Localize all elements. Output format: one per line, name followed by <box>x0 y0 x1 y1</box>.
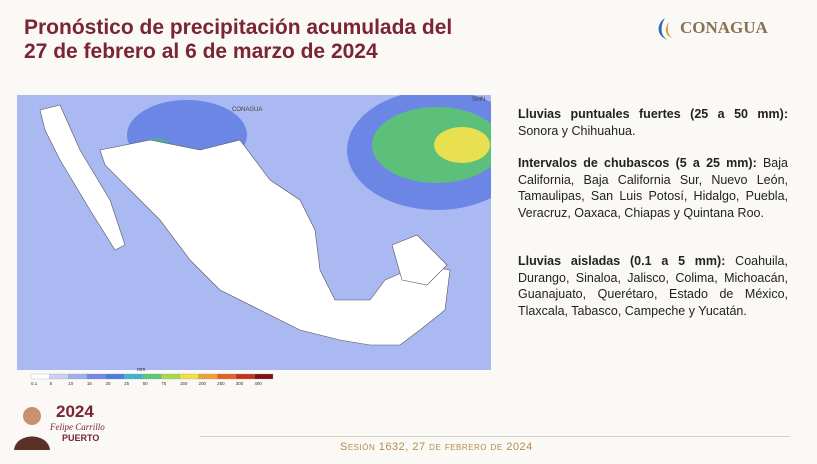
forecast-heading: Lluvias aisladas (0.1 a 5 mm): <box>518 254 726 268</box>
legend: mm 0.1 5 10 15 20 25 50 75 150 200 250 300 400 <box>30 367 274 385</box>
legend-swatch <box>49 373 69 380</box>
legend-swatch <box>86 373 106 380</box>
rain-area <box>434 127 490 163</box>
portrait <box>14 407 50 450</box>
emblem: 2024 Felipe Carrillo PUERTO <box>14 398 118 458</box>
forecast-text: Baja California, Baja California Sur, Nu… <box>518 156 788 220</box>
legend-swatch <box>30 373 50 380</box>
forecast-item: Lluvias puntuales fuertes (25 a 50 mm): … <box>518 106 788 139</box>
legend-swatch <box>254 373 274 380</box>
title-line: 27 de febrero al 6 de marzo de 2024 <box>24 40 378 63</box>
legend-label: 5 <box>50 381 53 385</box>
logo: CONAGUA <box>656 18 768 40</box>
logo-text: CONAGUA <box>680 18 768 37</box>
legend-label: 400 <box>254 381 262 385</box>
legend-swatch <box>142 373 162 380</box>
forecast-text: Coahuila, Durango, Sinaloa, Jalisco, Col… <box>518 254 788 318</box>
legend-label: 0.1 <box>31 381 38 385</box>
map-logo: SMN <box>472 97 485 103</box>
emblem-year: 2024 <box>56 402 94 421</box>
legend-label: 150 <box>180 381 188 385</box>
rain-area <box>372 107 491 183</box>
legend-swatch <box>105 373 125 380</box>
map-logo: CONAGUA <box>232 107 262 113</box>
legend-label: 50 <box>143 381 149 385</box>
legend-label: 25 <box>124 381 130 385</box>
legend-label: 15 <box>87 381 93 385</box>
legend-swatch <box>179 373 199 380</box>
legend-swatch <box>235 373 255 380</box>
forecast-text: Sonora y Chihuahua. <box>518 123 636 138</box>
forecast-item: Intervalos de chubascos (5 a 25 mm): Baj… <box>518 155 788 221</box>
session: Sesión 1632, 27 de febrero de 2024 <box>340 441 533 453</box>
land <box>99 139 451 346</box>
title: Pronóstico de precipitación acumulada de… <box>24 16 452 64</box>
emblem-place: PUERTO <box>62 433 100 443</box>
footer-rule <box>200 436 790 437</box>
legend-swatch <box>161 373 181 380</box>
legend-label: 300 <box>236 381 244 385</box>
legend-label: 75 <box>161 381 167 385</box>
forecast-heading: Lluvias puntuales fuertes (25 a 50 mm): <box>518 107 788 121</box>
emblem-name: Felipe Carrillo <box>50 422 105 432</box>
logo-icon <box>658 18 672 40</box>
land <box>39 104 126 251</box>
legend-label: 20 <box>105 381 111 385</box>
legend-swatch <box>217 373 236 380</box>
land <box>391 234 448 286</box>
legend-swatch <box>68 373 87 380</box>
forecast-heading: Intervalos de chubascos (5 a 25 mm): <box>518 156 757 170</box>
legend-label: 200 <box>199 381 207 385</box>
map: mm 0.1 5 10 15 20 25 50 75 150 200 250 300 400 CONAGU… <box>17 95 491 385</box>
legend-swatch <box>198 373 218 380</box>
title-line: Pronóstico de precipitación acumulada de… <box>24 16 453 39</box>
legend-label: 250 <box>217 381 225 385</box>
forecast-item: Lluvias aisladas (0.1 a 5 mm): Coahuila,… <box>518 253 788 319</box>
legend-unit: mm <box>137 367 145 373</box>
legend-label: 10 <box>68 381 74 385</box>
legend-swatch <box>123 373 143 380</box>
